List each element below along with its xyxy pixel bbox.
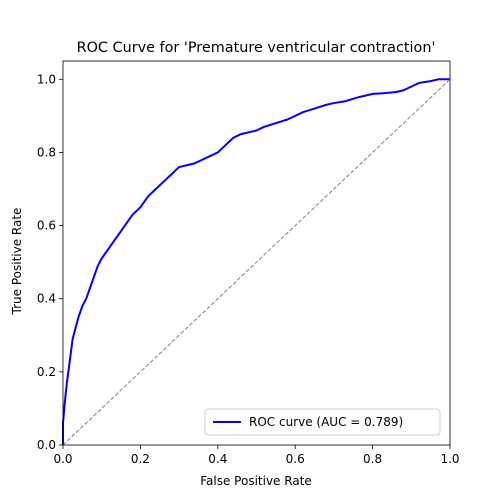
y-tick-label: 0.2 xyxy=(37,365,56,379)
y-tick-label: 0.6 xyxy=(37,219,56,233)
legend-box xyxy=(204,408,441,436)
chart-title: ROC Curve for 'Premature ventricular con… xyxy=(77,40,436,56)
x-axis-label: False Positive Rate xyxy=(200,474,312,488)
x-tick-label: 0.4 xyxy=(208,452,227,466)
y-tick-label: 0.8 xyxy=(37,145,56,159)
y-tick-label: 1.0 xyxy=(37,72,56,86)
plot-area xyxy=(62,60,451,446)
y-tick-label: 0.0 xyxy=(37,438,56,452)
x-tick-label: 0.2 xyxy=(131,452,150,466)
roc-curve-line xyxy=(62,78,450,445)
x-tick-label: 0.8 xyxy=(363,452,382,466)
x-tick-label: 1.0 xyxy=(440,452,459,466)
x-tick-label: 0.6 xyxy=(286,452,305,466)
legend-label: ROC curve (AUC = 0.789) xyxy=(249,415,403,429)
axes-frame xyxy=(62,60,451,446)
x-tick-label: 0.0 xyxy=(53,452,72,466)
legend: ROC curve (AUC = 0.789) xyxy=(204,408,441,436)
axis-ticks: 0.0 0.2 0.4 0.6 0.8 1.0 0.0 0.2 0.4 0.6 0.8 1.0 xyxy=(37,72,460,466)
chance-diagonal-line xyxy=(62,78,451,446)
y-tick-label: 0.4 xyxy=(37,292,56,306)
y-axis-label: True Positive Rate xyxy=(10,208,24,316)
